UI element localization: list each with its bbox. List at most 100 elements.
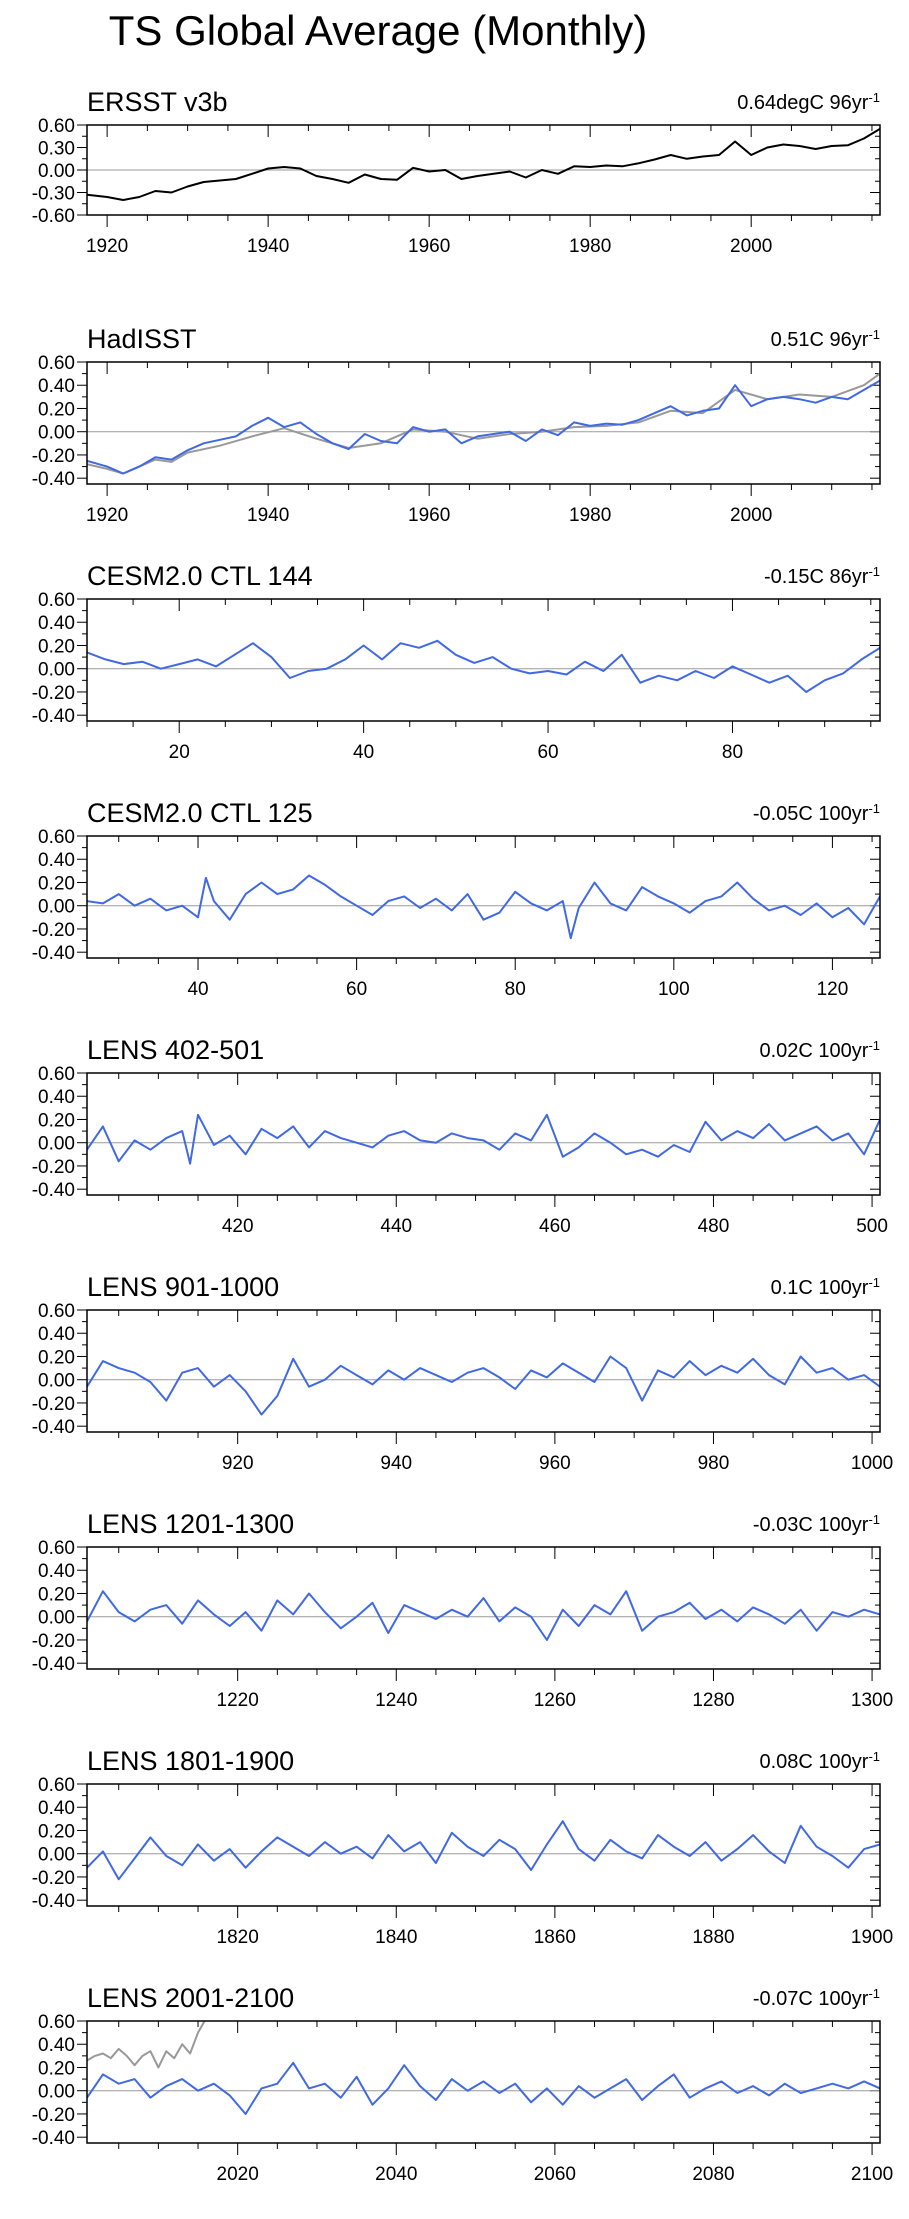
series-group (87, 639, 880, 693)
panel-stat: 0.08C 100yr-1 (759, 1749, 880, 1774)
y-tick-label: -0.40 (32, 1180, 75, 1201)
y-tick-label: 0.40 (38, 1561, 75, 1582)
panel-5: LENS 402-501 0.02C 100yr-1 420 440 460 480 500… (32, 1035, 888, 1237)
plot-frame (86, 835, 881, 959)
y-tick-label: -0.20 (32, 1631, 75, 1652)
y-tick-label: -0.20 (32, 2105, 75, 2126)
x-tick-label: 1980 (569, 236, 611, 257)
plot-frame (86, 1309, 881, 1433)
x-tick-label: 460 (539, 1216, 571, 1237)
series-line (87, 379, 880, 475)
y-tick-label: 0.60 (38, 590, 75, 611)
panel-title: LENS 402-501 (87, 1035, 264, 1065)
y-tick-label: -0.40 (32, 1654, 75, 1675)
x-tick-label: 1000 (851, 1453, 893, 1474)
x-tick-label: 920 (222, 1453, 254, 1474)
y-tick-label: 0.60 (38, 2012, 75, 2033)
panel-title: LENS 2001-2100 (87, 1983, 294, 2013)
x-tick-label: 960 (539, 1453, 571, 1474)
y-tick-label: 0.00 (38, 423, 75, 444)
x-tick-label: 980 (698, 1453, 730, 1474)
panel-8: LENS 1801-1900 0.08C 100yr-1 1820 1840 1860 1… (32, 1746, 894, 1948)
x-tick-label: 1860 (534, 1927, 576, 1948)
x-tick-label: 1220 (217, 1690, 259, 1711)
y-tick-label: 0.60 (38, 353, 75, 374)
y-tick-label: 0.60 (38, 1301, 75, 1322)
panel-1: ERSST v3b 0.64degC 96yr-1 1920 1940 1960 1980… (32, 87, 881, 257)
y-tick-label: -0.40 (32, 1891, 75, 1912)
y-tick-label: 0.20 (38, 1347, 75, 1368)
x-tick-label: 1240 (375, 1690, 417, 1711)
x-tick-label: 1960 (408, 236, 450, 257)
x-tick-label: 2100 (851, 2164, 893, 2185)
x-tick-label: 1940 (247, 236, 289, 257)
x-tick-label: 80 (722, 742, 743, 763)
series-line (87, 2061, 880, 2115)
y-tick-label: 0.20 (38, 399, 75, 420)
y-tick-label: 0.20 (38, 1821, 75, 1842)
x-tick-label: 2040 (375, 2164, 417, 2185)
x-tick-label: 40 (187, 979, 208, 1000)
series-line (87, 874, 880, 940)
series-line (87, 1590, 880, 1641)
y-tick-label: 0.60 (38, 1064, 75, 1085)
y-tick-label: 0.20 (38, 873, 75, 894)
series-line (87, 372, 880, 475)
y-tick-label: 0.00 (38, 660, 75, 681)
x-tick-label: 940 (380, 1453, 412, 1474)
y-tick-label: 0.60 (38, 827, 75, 848)
x-tick-label: 1980 (569, 505, 611, 526)
x-tick-label: 2060 (534, 2164, 576, 2185)
x-tick-label: 1900 (851, 1927, 893, 1948)
panel-stat: 0.64degC 96yr-1 (737, 90, 880, 115)
panel-title: ERSST v3b (87, 87, 228, 117)
plot-frame (86, 1546, 881, 1670)
y-tick-label: 0.20 (38, 636, 75, 657)
x-tick-label: 120 (817, 979, 849, 1000)
x-tick-label: 1920 (86, 236, 128, 257)
series-group (87, 1355, 880, 1416)
y-tick-label: 0.60 (38, 116, 75, 137)
x-tick-label: 1260 (534, 1690, 576, 1711)
panel-stat: 0.1C 100yr-1 (771, 1275, 880, 1300)
panel-2: HadISST 0.51C 96yr-1 1920 1940 1960 1980 2000 -… (32, 324, 881, 526)
y-tick-label: 0.40 (38, 1087, 75, 1108)
y-tick-label: 0.00 (38, 2082, 75, 2103)
y-tick-label: 0.00 (38, 1134, 75, 1155)
y-tick-label: -0.20 (32, 1157, 75, 1178)
x-tick-label: 100 (658, 979, 690, 1000)
x-tick-label: 1880 (692, 1927, 734, 1948)
series-group (87, 372, 880, 475)
y-tick-label: 0.00 (38, 1608, 75, 1629)
y-tick-label: 0.00 (38, 161, 75, 182)
panel-title: HadISST (87, 324, 197, 354)
y-tick-label: -0.40 (32, 943, 75, 964)
y-tick-label: -0.30 (32, 184, 75, 205)
plot-frame (86, 598, 881, 722)
panel-3: CESM2.0 CTL 144 -0.15C 86yr-1 20 40 60 80 -0.4… (32, 561, 881, 763)
series-group (87, 2021, 880, 2115)
y-tick-label: 0.60 (38, 1775, 75, 1796)
panel-title: LENS 901-1000 (87, 1272, 279, 1302)
y-tick-label: -0.60 (32, 206, 75, 227)
y-tick-label: 0.00 (38, 1845, 75, 1866)
series-line (87, 1355, 880, 1416)
y-tick-label: 0.40 (38, 1798, 75, 1819)
y-tick-label: 0.20 (38, 1110, 75, 1131)
series-group (87, 1113, 880, 1165)
panel-stat: 0.51C 96yr-1 (771, 327, 880, 352)
x-tick-label: 500 (856, 1216, 888, 1237)
y-tick-label: 0.40 (38, 2035, 75, 2056)
y-tick-label: 0.40 (38, 613, 75, 634)
panel-stat: 0.02C 100yr-1 (759, 1038, 880, 1063)
x-tick-label: 60 (537, 742, 558, 763)
x-tick-label: 60 (346, 979, 367, 1000)
series-line (87, 1820, 880, 1881)
plot-frame (86, 124, 881, 216)
panel-4: CESM2.0 CTL 125 -0.05C 100yr-1 40 60 80 100 12… (32, 798, 881, 1000)
series-group (87, 127, 880, 201)
x-tick-label: 80 (505, 979, 526, 1000)
panel-stat: -0.05C 100yr-1 (753, 801, 880, 826)
y-tick-label: 0.40 (38, 376, 75, 397)
series-line (87, 639, 880, 693)
